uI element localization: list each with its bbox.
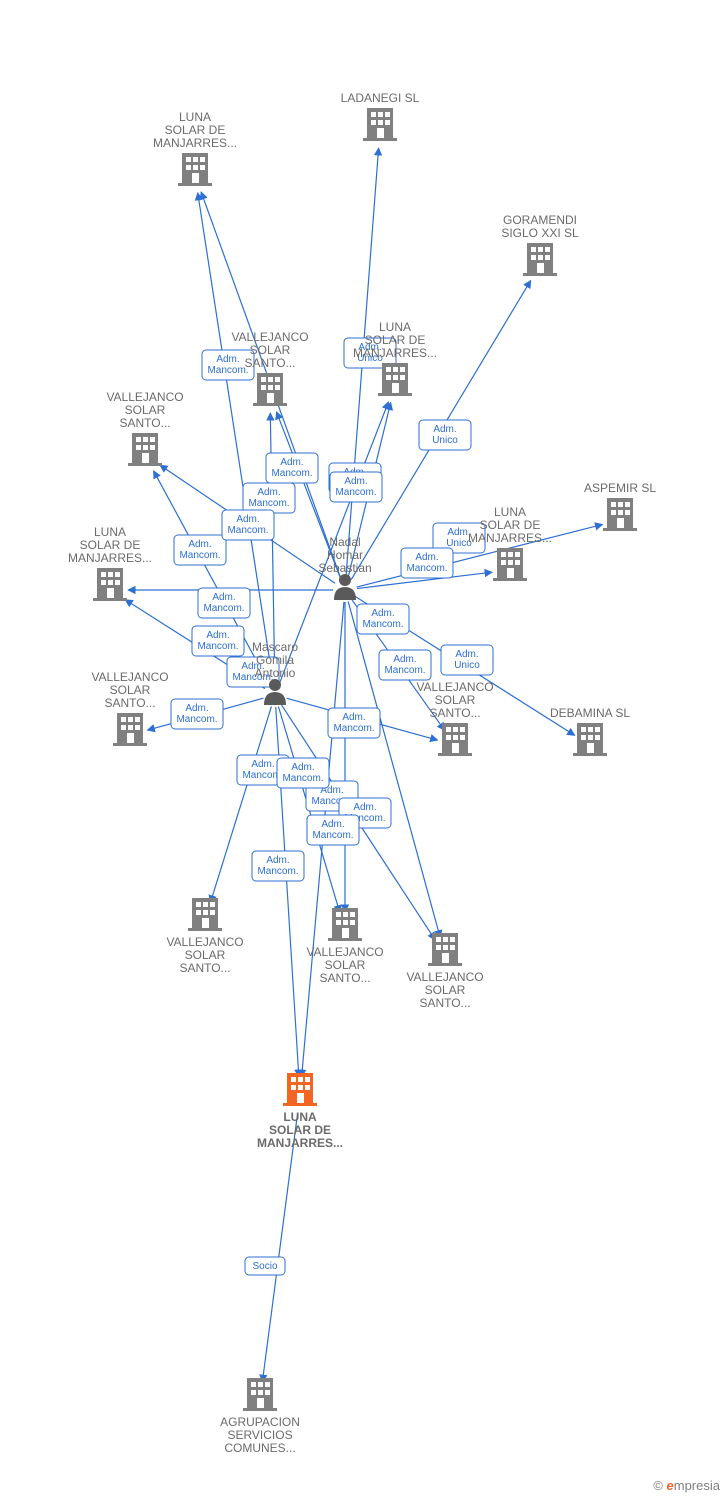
building-icon xyxy=(128,433,162,466)
company-node[interactable]: GORAMENDISIGLO XXI SL xyxy=(501,213,579,276)
company-node[interactable]: VALLEJANCOSOLARSANTO... xyxy=(306,908,383,985)
building-icon xyxy=(363,108,397,141)
node-label: LUNASOLAR DEMANJARRES... xyxy=(257,1110,343,1150)
company-node[interactable]: LUNASOLAR DEMANJARRES... xyxy=(153,110,237,186)
edge-label: Adm.Mancom. xyxy=(174,535,226,565)
edge-label: Adm.Unico xyxy=(441,645,493,675)
edge-label: Adm.Unico xyxy=(419,420,471,450)
node-label: LUNASOLAR DEMANJARRES... xyxy=(468,505,552,545)
company-node[interactable]: LUNASOLAR DEMANJARRES... xyxy=(468,505,552,581)
company-node[interactable]: VALLEJANCOSOLARSANTO... xyxy=(106,390,183,466)
edge-label: Adm.Mancom. xyxy=(266,453,318,483)
edge-label: Adm.Mancom. xyxy=(252,851,304,881)
person-node[interactable]: MascaroGomilaAntonio xyxy=(252,640,298,705)
network-diagram: Adm.Mancom. Adm.Unico Adm.Unico Adm.Mancom.… xyxy=(0,0,728,1500)
edge-label: Socio xyxy=(245,1257,285,1275)
building-icon xyxy=(328,908,362,941)
building-icon xyxy=(573,723,607,756)
node-label: GORAMENDISIGLO XXI SL xyxy=(501,213,579,240)
node-label: DEBAMINA SL xyxy=(550,706,630,720)
node-label: VALLEJANCOSOLARSANTO... xyxy=(306,945,383,985)
company-node[interactable]: VALLEJANCOSOLARSANTO... xyxy=(406,933,483,1010)
svg-text:Adm.Unico: Adm.Unico xyxy=(454,649,480,671)
building-icon xyxy=(523,243,557,276)
node-label: MascaroGomilaAntonio xyxy=(252,640,298,680)
company-node[interactable]: DEBAMINA SL xyxy=(550,706,630,756)
building-icon xyxy=(378,363,412,396)
company-node[interactable]: LUNASOLAR DEMANJARRES... xyxy=(257,1073,343,1150)
building-icon xyxy=(113,713,147,746)
edge-label: Adm.Mancom. xyxy=(198,588,250,618)
building-icon xyxy=(283,1073,317,1106)
building-icon xyxy=(188,898,222,931)
edge-label: Adm.Mancom. xyxy=(192,626,244,656)
company-node[interactable]: LUNASOLAR DEMANJARRES... xyxy=(353,320,437,396)
watermark-text: © empresia xyxy=(653,1478,720,1493)
edge-label: Adm.Mancom. xyxy=(379,650,431,680)
node-label: VALLEJANCOSOLARSANTO... xyxy=(406,970,483,1010)
node-label: VALLEJANCOSOLARSANTO... xyxy=(91,670,168,710)
node-label: LADANEGI SL xyxy=(341,91,420,105)
building-icon xyxy=(178,153,212,186)
company-node[interactable]: LADANEGI SL xyxy=(341,91,420,141)
company-node[interactable]: VALLEJANCOSOLARSANTO... xyxy=(166,898,243,975)
node-label: VALLEJANCOSOLARSANTO... xyxy=(166,935,243,975)
svg-text:Socio: Socio xyxy=(252,1261,277,1272)
company-node[interactable]: ASPEMIR SL xyxy=(584,481,656,531)
node-label: LUNASOLAR DEMANJARRES... xyxy=(68,525,152,565)
company-node[interactable]: AGRUPACIONSERVICIOSCOMUNES... xyxy=(220,1378,300,1455)
edge-label: Adm.Mancom. xyxy=(307,815,359,845)
edge-label: Adm.Mancom. xyxy=(401,548,453,578)
company-node[interactable]: VALLEJANCOSOLARSANTO... xyxy=(91,670,168,746)
company-node[interactable]: VALLEJANCOSOLARSANTO... xyxy=(416,680,493,756)
node-label: ASPEMIR SL xyxy=(584,481,656,495)
svg-text:Adm.Unico: Adm.Unico xyxy=(432,424,458,446)
building-icon xyxy=(243,1378,277,1411)
edge-label: Adm.Mancom. xyxy=(277,758,329,788)
edge-label: Adm.Mancom. xyxy=(243,483,295,513)
node-label: VALLEJANCOSOLARSANTO... xyxy=(106,390,183,430)
edge-label: Adm.Mancom. xyxy=(222,510,274,540)
node-label: VALLEJANCOSOLARSANTO... xyxy=(416,680,493,720)
edge-label: Adm.Mancom. xyxy=(330,472,382,502)
building-icon xyxy=(428,933,462,966)
edge-label: Adm.Mancom. xyxy=(357,604,409,634)
building-icon xyxy=(603,498,637,531)
edge xyxy=(262,1113,297,1382)
node-label: AGRUPACIONSERVICIOSCOMUNES... xyxy=(220,1415,300,1455)
building-icon xyxy=(253,373,287,406)
building-icon xyxy=(493,548,527,581)
building-icon xyxy=(93,568,127,601)
building-icon xyxy=(438,723,472,756)
edge-label: Adm.Mancom. xyxy=(328,708,380,738)
edge-label: Adm.Mancom. xyxy=(171,699,223,729)
node-label: LUNASOLAR DEMANJARRES... xyxy=(153,110,237,150)
